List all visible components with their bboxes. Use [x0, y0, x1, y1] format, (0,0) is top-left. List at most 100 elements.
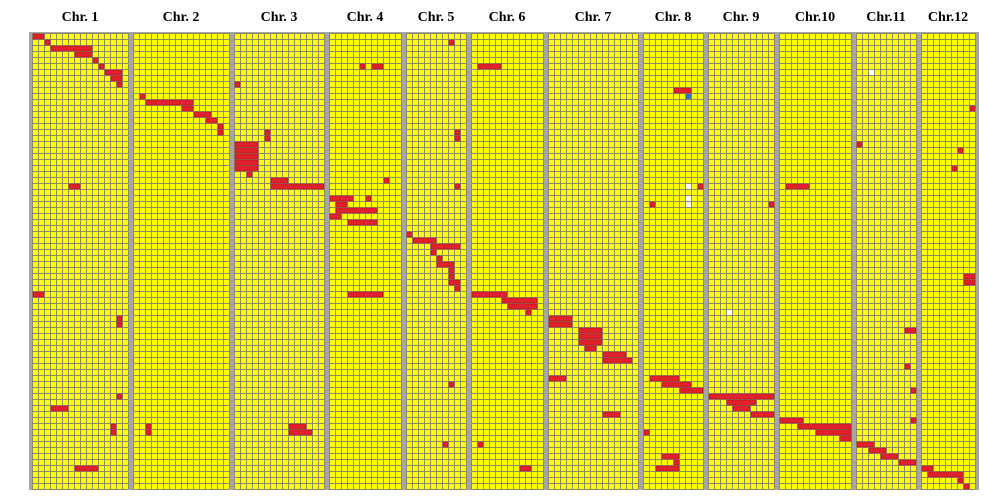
white-cell: [686, 202, 691, 207]
grid: [32, 33, 129, 490]
red-segment: [32, 291, 45, 298]
red-segment: [68, 183, 81, 190]
red-segment: [448, 273, 455, 280]
chromosome-label: Chr. 4: [347, 10, 384, 25]
red-segment: [507, 303, 538, 310]
red-segment: [448, 381, 455, 388]
red-segment: [584, 345, 597, 352]
chromosome-label: Chr. 7: [575, 10, 612, 25]
red-segment: [98, 63, 105, 70]
red-segment: [673, 87, 692, 94]
red-segment: [217, 129, 224, 136]
red-segment: [288, 429, 313, 436]
red-segment: [116, 393, 123, 400]
grid: [856, 33, 917, 490]
red-segment: [602, 357, 633, 364]
red-segment: [904, 363, 911, 370]
red-segment: [649, 375, 680, 382]
chromosome-label: Chr. 9: [723, 10, 760, 25]
red-segment: [548, 315, 573, 322]
red-segment: [264, 129, 271, 136]
red-segment: [649, 201, 656, 208]
red-segment: [697, 183, 704, 190]
red-segment: [779, 417, 804, 424]
red-segment: [921, 465, 934, 472]
chromosome-label: Chr.12: [928, 10, 968, 25]
red-segment: [329, 213, 342, 220]
red-segment: [963, 279, 976, 286]
red-segment: [430, 249, 437, 256]
red-segment: [963, 483, 970, 490]
red-segment: [74, 51, 93, 58]
white-cell: [686, 184, 691, 189]
red-segment: [957, 147, 964, 154]
red-segment: [898, 459, 917, 466]
red-segment: [661, 381, 692, 388]
grid: [471, 33, 544, 490]
red-segment: [661, 453, 680, 460]
red-segment: [578, 327, 603, 334]
red-segment: [643, 429, 650, 436]
red-segment: [750, 411, 775, 418]
red-segment: [335, 201, 348, 208]
red-segment: [856, 141, 863, 148]
grid: [708, 33, 775, 490]
red-segment: [856, 441, 875, 448]
red-segment: [679, 387, 704, 394]
red-segment: [270, 177, 289, 184]
red-segment: [412, 237, 437, 244]
red-segment: [454, 285, 461, 292]
red-segment: [548, 321, 573, 328]
grid: [234, 33, 325, 490]
red-segment: [145, 423, 152, 430]
chromosome-label: Chr. 6: [489, 10, 526, 25]
red-segment: [234, 165, 259, 172]
red-segment: [910, 387, 917, 394]
red-segment: [815, 429, 852, 436]
red-segment: [383, 177, 390, 184]
red-segment: [726, 399, 757, 406]
red-segment: [448, 279, 461, 286]
red-segment: [477, 63, 502, 70]
red-segment: [246, 171, 253, 178]
red-segment: [957, 477, 964, 484]
grid: [921, 33, 976, 490]
red-segment: [963, 273, 976, 280]
grid: [406, 33, 467, 490]
red-segment: [234, 147, 259, 154]
chromosome-label: Chr. 3: [261, 10, 298, 25]
grid: [329, 33, 402, 490]
red-segment: [673, 459, 680, 466]
red-segment: [288, 423, 307, 430]
red-segment: [904, 327, 917, 334]
red-segment: [92, 57, 99, 64]
chromosome-label: Chr.10: [795, 10, 835, 25]
red-segment: [839, 435, 852, 442]
red-segment: [110, 75, 123, 82]
red-segment: [448, 39, 455, 46]
red-segment: [145, 429, 152, 436]
red-segment: [371, 63, 384, 70]
red-segment: [578, 333, 603, 340]
blue-cell: [686, 94, 691, 99]
red-segment: [359, 63, 366, 70]
red-segment: [217, 123, 224, 130]
red-segment: [145, 99, 194, 106]
red-segment: [264, 135, 271, 142]
red-segment: [116, 315, 123, 322]
red-segment: [454, 129, 461, 136]
red-segment: [116, 81, 123, 88]
red-segment: [32, 33, 45, 40]
red-segment: [234, 153, 259, 160]
red-segment: [602, 411, 621, 418]
red-segment: [430, 243, 461, 250]
red-segment: [406, 231, 413, 238]
red-segment: [951, 165, 958, 172]
red-segment: [193, 111, 212, 118]
red-segment: [50, 405, 69, 412]
red-segment: [104, 69, 123, 76]
red-segment: [471, 291, 508, 298]
red-segment: [454, 135, 461, 142]
red-segment: [205, 117, 218, 124]
red-segment: [110, 423, 117, 430]
